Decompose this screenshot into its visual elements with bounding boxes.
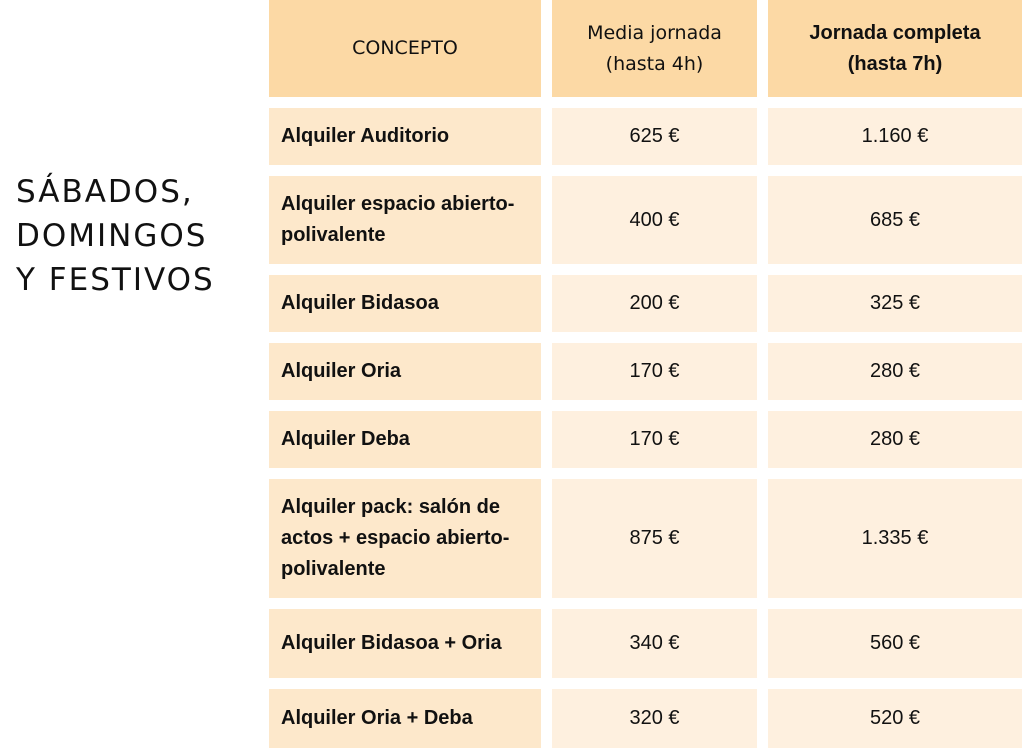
table-cell-completa: 1.335 € [768, 479, 1022, 598]
title-line: Y FESTIVOS [16, 262, 215, 298]
table-cell-completa: 1.160 € [768, 108, 1022, 165]
table-cell-concepto: Alquiler Oria + Deba [269, 689, 541, 748]
table-cell-concepto: Alquiler espacio abierto-polivalente [269, 176, 541, 264]
header-concepto: CONCEPTO [269, 0, 541, 97]
table-cell-concepto: Alquiler pack: salón de actos + espacio … [269, 479, 541, 598]
table-cell-concepto: Alquiler Bidasoa + Oria [269, 609, 541, 678]
table-cell-media: 170 € [552, 411, 757, 468]
table-cell-completa: 685 € [768, 176, 1022, 264]
table-cell-concepto: Alquiler Auditorio [269, 108, 541, 165]
table-cell-completa: 560 € [768, 609, 1022, 678]
table-cell-completa: 520 € [768, 689, 1022, 748]
title-line: SÁBADOS, [16, 174, 194, 210]
table-cell-media: 400 € [552, 176, 757, 264]
table-cell-media: 340 € [552, 609, 757, 678]
table-cell-concepto: Alquiler Oria [269, 343, 541, 400]
header-media-jornada: Media jornada (hasta 4h) [552, 0, 757, 97]
table-cell-completa: 280 € [768, 343, 1022, 400]
table-cell-completa: 280 € [768, 411, 1022, 468]
table-cell-completa: 325 € [768, 275, 1022, 332]
table-cell-media: 875 € [552, 479, 757, 598]
table-cell-media: 625 € [552, 108, 757, 165]
header-jornada-completa: Jornada completa (hasta 7h) [768, 0, 1022, 97]
table-cell-concepto: Alquiler Deba [269, 411, 541, 468]
table-cell-media: 170 € [552, 343, 757, 400]
table-cell-concepto: Alquiler Bidasoa [269, 275, 541, 332]
title-line: DOMINGOS [16, 218, 208, 254]
table-cell-media: 200 € [552, 275, 757, 332]
section-title: SÁBADOS, DOMINGOS Y FESTIVOS [16, 170, 215, 302]
table-cell-media: 320 € [552, 689, 757, 748]
